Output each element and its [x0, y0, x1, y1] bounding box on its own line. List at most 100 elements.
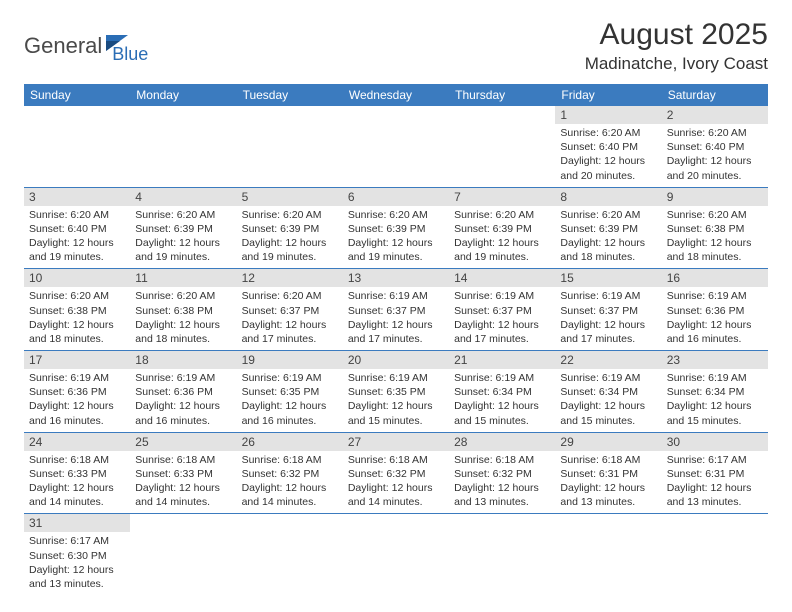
day-number: 28 — [449, 433, 555, 451]
day-header: Tuesday — [237, 84, 343, 106]
calendar-empty-cell — [449, 106, 555, 187]
day-number: 16 — [662, 269, 768, 287]
calendar-day-cell: 20Sunrise: 6:19 AMSunset: 6:35 PMDayligh… — [343, 351, 449, 433]
day-details: Sunrise: 6:20 AMSunset: 6:39 PMDaylight:… — [449, 206, 555, 269]
day-details: Sunrise: 6:19 AMSunset: 6:36 PMDaylight:… — [662, 287, 768, 350]
calendar-day-cell: 3Sunrise: 6:20 AMSunset: 6:40 PMDaylight… — [24, 187, 130, 269]
day-details: Sunrise: 6:18 AMSunset: 6:33 PMDaylight:… — [24, 451, 130, 514]
day-header: Wednesday — [343, 84, 449, 106]
calendar-day-cell: 23Sunrise: 6:19 AMSunset: 6:34 PMDayligh… — [662, 351, 768, 433]
calendar-day-cell: 27Sunrise: 6:18 AMSunset: 6:32 PMDayligh… — [343, 432, 449, 514]
day-number: 5 — [237, 188, 343, 206]
day-number: 12 — [237, 269, 343, 287]
day-number: 18 — [130, 351, 236, 369]
day-details: Sunrise: 6:20 AMSunset: 6:40 PMDaylight:… — [662, 124, 768, 187]
day-number: 4 — [130, 188, 236, 206]
calendar-day-cell: 31Sunrise: 6:17 AMSunset: 6:30 PMDayligh… — [24, 514, 130, 595]
day-header-row: SundayMondayTuesdayWednesdayThursdayFrid… — [24, 84, 768, 106]
calendar-day-cell: 2Sunrise: 6:20 AMSunset: 6:40 PMDaylight… — [662, 106, 768, 187]
calendar-week-row: 24Sunrise: 6:18 AMSunset: 6:33 PMDayligh… — [24, 432, 768, 514]
day-details: Sunrise: 6:18 AMSunset: 6:32 PMDaylight:… — [237, 451, 343, 514]
calendar-body: 1Sunrise: 6:20 AMSunset: 6:40 PMDaylight… — [24, 106, 768, 595]
calendar-empty-cell — [555, 514, 661, 595]
calendar-week-row: 10Sunrise: 6:20 AMSunset: 6:38 PMDayligh… — [24, 269, 768, 351]
location: Madinatche, Ivory Coast — [585, 54, 768, 74]
day-number: 30 — [662, 433, 768, 451]
day-number: 29 — [555, 433, 661, 451]
calendar-day-cell: 14Sunrise: 6:19 AMSunset: 6:37 PMDayligh… — [449, 269, 555, 351]
day-details: Sunrise: 6:19 AMSunset: 6:34 PMDaylight:… — [449, 369, 555, 432]
day-number: 17 — [24, 351, 130, 369]
day-details: Sunrise: 6:20 AMSunset: 6:38 PMDaylight:… — [130, 287, 236, 350]
day-number: 23 — [662, 351, 768, 369]
day-header: Thursday — [449, 84, 555, 106]
day-details: Sunrise: 6:19 AMSunset: 6:37 PMDaylight:… — [449, 287, 555, 350]
calendar-empty-cell — [237, 106, 343, 187]
calendar-day-cell: 17Sunrise: 6:19 AMSunset: 6:36 PMDayligh… — [24, 351, 130, 433]
calendar-empty-cell — [343, 106, 449, 187]
day-number: 14 — [449, 269, 555, 287]
day-details: Sunrise: 6:20 AMSunset: 6:38 PMDaylight:… — [24, 287, 130, 350]
calendar-day-cell: 30Sunrise: 6:17 AMSunset: 6:31 PMDayligh… — [662, 432, 768, 514]
day-number: 31 — [24, 514, 130, 532]
calendar-day-cell: 26Sunrise: 6:18 AMSunset: 6:32 PMDayligh… — [237, 432, 343, 514]
calendar-empty-cell — [449, 514, 555, 595]
day-number: 22 — [555, 351, 661, 369]
day-number: 21 — [449, 351, 555, 369]
day-details: Sunrise: 6:20 AMSunset: 6:37 PMDaylight:… — [237, 287, 343, 350]
day-number: 7 — [449, 188, 555, 206]
day-number: 27 — [343, 433, 449, 451]
calendar-day-cell: 4Sunrise: 6:20 AMSunset: 6:39 PMDaylight… — [130, 187, 236, 269]
calendar-day-cell: 24Sunrise: 6:18 AMSunset: 6:33 PMDayligh… — [24, 432, 130, 514]
day-details: Sunrise: 6:17 AMSunset: 6:30 PMDaylight:… — [24, 532, 130, 595]
calendar-week-row: 3Sunrise: 6:20 AMSunset: 6:40 PMDaylight… — [24, 187, 768, 269]
day-details: Sunrise: 6:17 AMSunset: 6:31 PMDaylight:… — [662, 451, 768, 514]
day-details: Sunrise: 6:19 AMSunset: 6:36 PMDaylight:… — [24, 369, 130, 432]
day-number: 13 — [343, 269, 449, 287]
day-number: 1 — [555, 106, 661, 124]
day-details: Sunrise: 6:19 AMSunset: 6:37 PMDaylight:… — [343, 287, 449, 350]
calendar-day-cell: 21Sunrise: 6:19 AMSunset: 6:34 PMDayligh… — [449, 351, 555, 433]
day-number: 2 — [662, 106, 768, 124]
day-details: Sunrise: 6:20 AMSunset: 6:38 PMDaylight:… — [662, 206, 768, 269]
day-number: 24 — [24, 433, 130, 451]
day-details: Sunrise: 6:19 AMSunset: 6:34 PMDaylight:… — [555, 369, 661, 432]
calendar-empty-cell — [24, 106, 130, 187]
calendar-empty-cell — [130, 106, 236, 187]
calendar-empty-cell — [343, 514, 449, 595]
calendar-day-cell: 16Sunrise: 6:19 AMSunset: 6:36 PMDayligh… — [662, 269, 768, 351]
calendar-day-cell: 1Sunrise: 6:20 AMSunset: 6:40 PMDaylight… — [555, 106, 661, 187]
logo-text-general: General — [24, 33, 102, 59]
day-details: Sunrise: 6:19 AMSunset: 6:35 PMDaylight:… — [343, 369, 449, 432]
day-details: Sunrise: 6:19 AMSunset: 6:35 PMDaylight:… — [237, 369, 343, 432]
calendar-day-cell: 18Sunrise: 6:19 AMSunset: 6:36 PMDayligh… — [130, 351, 236, 433]
calendar-day-cell: 25Sunrise: 6:18 AMSunset: 6:33 PMDayligh… — [130, 432, 236, 514]
calendar-week-row: 17Sunrise: 6:19 AMSunset: 6:36 PMDayligh… — [24, 351, 768, 433]
day-details: Sunrise: 6:18 AMSunset: 6:32 PMDaylight:… — [343, 451, 449, 514]
calendar-day-cell: 6Sunrise: 6:20 AMSunset: 6:39 PMDaylight… — [343, 187, 449, 269]
month-title: August 2025 — [585, 18, 768, 52]
calendar-day-cell: 11Sunrise: 6:20 AMSunset: 6:38 PMDayligh… — [130, 269, 236, 351]
day-number: 9 — [662, 188, 768, 206]
day-number: 8 — [555, 188, 661, 206]
day-number: 26 — [237, 433, 343, 451]
calendar-day-cell: 19Sunrise: 6:19 AMSunset: 6:35 PMDayligh… — [237, 351, 343, 433]
calendar-empty-cell — [130, 514, 236, 595]
calendar-day-cell: 28Sunrise: 6:18 AMSunset: 6:32 PMDayligh… — [449, 432, 555, 514]
day-number: 20 — [343, 351, 449, 369]
calendar-empty-cell — [662, 514, 768, 595]
day-number: 19 — [237, 351, 343, 369]
calendar-day-cell: 9Sunrise: 6:20 AMSunset: 6:38 PMDaylight… — [662, 187, 768, 269]
day-number: 6 — [343, 188, 449, 206]
calendar-day-cell: 29Sunrise: 6:18 AMSunset: 6:31 PMDayligh… — [555, 432, 661, 514]
day-number: 15 — [555, 269, 661, 287]
calendar-week-row: 1Sunrise: 6:20 AMSunset: 6:40 PMDaylight… — [24, 106, 768, 187]
day-details: Sunrise: 6:19 AMSunset: 6:36 PMDaylight:… — [130, 369, 236, 432]
calendar-table: SundayMondayTuesdayWednesdayThursdayFrid… — [24, 84, 768, 595]
calendar-day-cell: 22Sunrise: 6:19 AMSunset: 6:34 PMDayligh… — [555, 351, 661, 433]
day-number: 10 — [24, 269, 130, 287]
calendar-day-cell: 15Sunrise: 6:19 AMSunset: 6:37 PMDayligh… — [555, 269, 661, 351]
day-details: Sunrise: 6:20 AMSunset: 6:40 PMDaylight:… — [24, 206, 130, 269]
day-details: Sunrise: 6:20 AMSunset: 6:39 PMDaylight:… — [343, 206, 449, 269]
logo: General Blue — [24, 26, 148, 65]
